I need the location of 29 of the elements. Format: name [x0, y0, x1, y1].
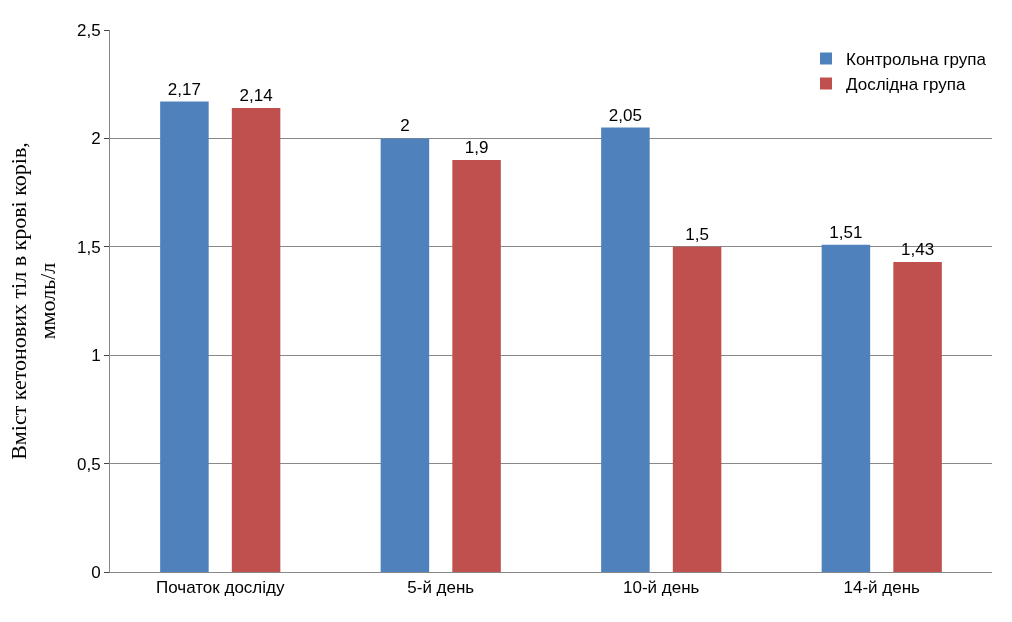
bar — [672, 246, 722, 572]
data-label: 1,5 — [685, 224, 709, 244]
data-label: 1,9 — [464, 138, 489, 158]
bar — [893, 261, 942, 572]
y-axis-title: Вміст кетонових тіл в крові корів, ммоль/л — [6, 142, 60, 460]
data-label: 2 — [400, 116, 410, 136]
legend-label: Дослідна група — [846, 75, 967, 95]
y-tick-label: 1 — [91, 346, 101, 366]
y-tick-label: 2,5 — [76, 20, 101, 40]
data-label: 2,14 — [239, 86, 273, 106]
x-tick-label: Початок досліду — [156, 578, 285, 598]
y-tick-label: 0 — [91, 562, 101, 582]
data-label: 2,05 — [608, 105, 642, 125]
y-tick-label: 0,5 — [76, 454, 101, 474]
bar — [821, 244, 871, 572]
data-label: 1,43 — [901, 239, 935, 259]
legend-label: Контрольна група — [846, 50, 987, 70]
y-tick-label: 1,5 — [76, 237, 101, 257]
bar — [231, 108, 281, 572]
data-label: 1,51 — [829, 222, 863, 242]
data-label: 2,17 — [167, 79, 201, 99]
bar — [160, 101, 209, 572]
bar — [601, 127, 650, 572]
bar — [380, 138, 430, 572]
bar — [452, 160, 501, 572]
x-tick-label: 10-й день — [623, 578, 700, 598]
x-tick-label: 14-й день — [843, 578, 921, 598]
x-tick-label: 5-й день — [407, 578, 475, 598]
y-tick-label: 2 — [91, 129, 101, 149]
